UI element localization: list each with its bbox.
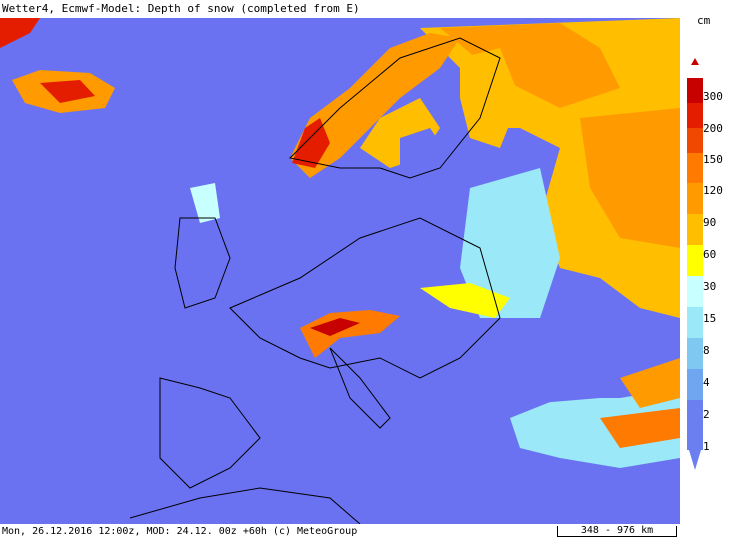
legend-label-200: 200 <box>703 122 723 135</box>
snow-depth-map <box>0 18 680 524</box>
snow-east-europe-light <box>460 168 560 318</box>
legend-swatch-150 <box>687 128 703 153</box>
legend-swatch-300 <box>687 78 703 103</box>
snow-norway-coast <box>292 118 330 168</box>
legend-top-arrow <box>691 58 699 65</box>
legend-label-60: 60 <box>703 248 717 261</box>
snow-russia-orange <box>440 23 620 108</box>
legend-swatch-200 <box>687 103 703 128</box>
legend-swatch-4 <box>687 338 703 369</box>
snow-norway <box>290 33 460 178</box>
coastline-italy <box>329 347 391 429</box>
legend-bottom-arrow <box>689 450 701 470</box>
legend-swatch-30 <box>687 245 703 276</box>
legend-label-300: 300 <box>703 90 723 103</box>
legend-label-15: 15 <box>703 312 717 325</box>
coastline <box>159 377 261 489</box>
coastline-africa <box>129 487 361 524</box>
black-sea <box>500 348 620 403</box>
legend-label-90: 90 <box>703 216 717 229</box>
snow-scotland <box>190 183 220 223</box>
legend-label-30: 30 <box>703 280 717 293</box>
snow-finland <box>460 48 520 148</box>
legend-swatch-15 <box>687 276 703 307</box>
footer-info: Mon, 26.12.2016 12:00z, MOD: 24.12. 00z … <box>2 526 358 537</box>
snow-caucasus <box>620 358 680 408</box>
legend-swatch-60 <box>687 214 703 245</box>
snow-greenland <box>0 18 40 48</box>
scale-bar: 348 - 976 km <box>557 525 677 537</box>
baltic-sea <box>400 128 450 208</box>
snow-iceland-core <box>40 80 95 103</box>
coastline-europe <box>229 217 501 379</box>
map-title: Wetter4, Ecmwf-Model: Depth of snow (com… <box>0 0 680 18</box>
snow-turkey-east <box>600 408 680 448</box>
legend-swatch-1 <box>687 400 703 450</box>
legend-label-150: 150 <box>703 153 723 166</box>
legend-label-8: 8 <box>703 344 710 357</box>
legend-unit: cm <box>697 14 711 27</box>
legend-swatch-2 <box>687 369 703 400</box>
snow-turkey <box>510 388 680 468</box>
snow-alps <box>300 310 400 358</box>
legend-swatch-120 <box>687 153 703 183</box>
legend-label-1: 1 <box>703 440 710 453</box>
coastline-scandinavia <box>288 37 501 179</box>
legend-label-120: 120 <box>703 184 723 197</box>
legend-swatch-90 <box>687 183 703 214</box>
scale-label: 348 - 976 km <box>580 525 654 536</box>
coastline-uk <box>174 217 231 309</box>
snow-russia-east <box>580 108 680 248</box>
legend-swatch-8 <box>687 307 703 338</box>
footer: Mon, 26.12.2016 12:00z, MOD: 24.12. 00z … <box>0 524 740 540</box>
snow-alps-core <box>310 318 360 336</box>
snow-carpathians <box>420 283 510 318</box>
legend-colorbar <box>687 58 703 470</box>
legend-label-4: 4 <box>703 376 710 389</box>
legend <box>680 0 740 524</box>
legend-label-2: 2 <box>703 408 710 421</box>
